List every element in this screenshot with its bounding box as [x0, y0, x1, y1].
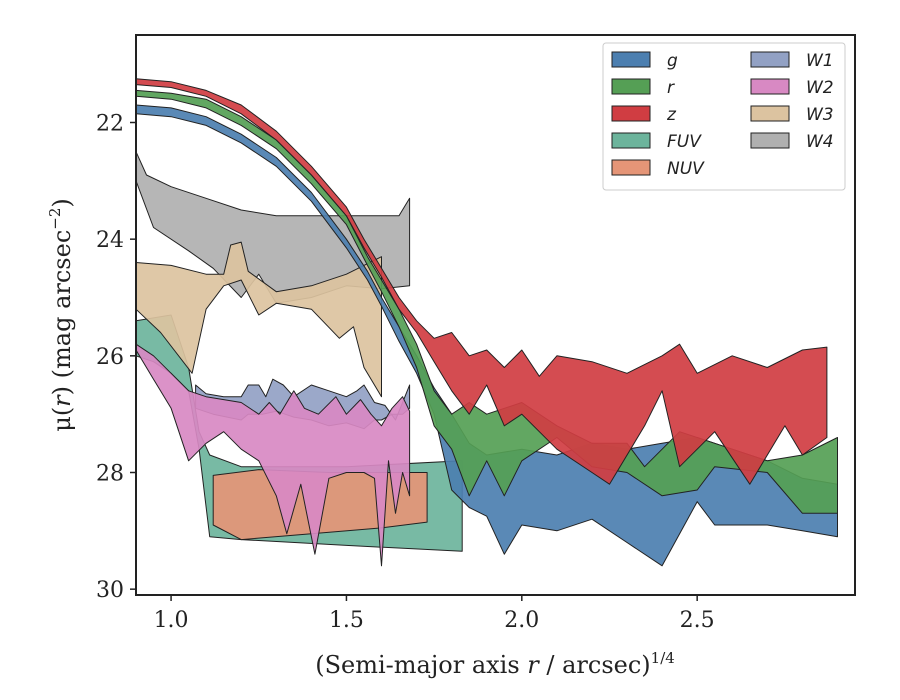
legend-swatch-g: [611, 51, 651, 68]
x-axis-title-main: (Semi-major axis: [315, 651, 527, 679]
series-band-r: [136, 89, 838, 514]
legend-swatch-z: [611, 105, 651, 122]
series-band-z: [136, 78, 828, 485]
y-axis-title-pre: μ(: [48, 407, 76, 432]
legend-label-g: g: [667, 51, 678, 71]
plot-frame: [135, 34, 856, 596]
y-tick-label: 24: [96, 228, 124, 253]
y-tick-label: 26: [96, 345, 124, 370]
legend-label-w2: W2: [806, 78, 834, 98]
legend-label-r: r: [667, 78, 675, 98]
legend-swatch-w4: [750, 132, 790, 149]
legend-label-fuv: FUV: [667, 132, 702, 152]
x-axis-title-sup: 1/4: [651, 649, 675, 667]
y-axis-title-var: r: [48, 394, 76, 407]
series-band-w4: [136, 151, 411, 304]
legend-swatch-w2: [750, 78, 790, 95]
series-layer: [136, 78, 838, 567]
x-tick-label: 1.5: [329, 608, 364, 633]
y-axis-title-close: ): [48, 198, 76, 207]
legend-label-w1: W1: [806, 51, 834, 71]
x-tick-label: 1.0: [154, 608, 189, 633]
series-band-w2: [136, 343, 411, 567]
series-band-w3: [136, 241, 382, 398]
x-axis-title-var: r: [527, 651, 540, 679]
legend-swatch-w1: [750, 51, 790, 68]
legend-swatch-nuv: [611, 159, 651, 176]
y-axis-ticks: 22 24 26 28 30: [96, 112, 136, 603]
legend-swatch-r: [611, 78, 651, 95]
legend-label-z: z: [666, 105, 677, 125]
x-axis-title: (Semi-major axis r / arcsec)1/4: [315, 649, 675, 679]
x-axis-ticks: 1.0 1.5 2.0 2.5: [154, 595, 715, 633]
legend-swatch-w3: [750, 105, 790, 122]
legend-swatch-fuv: [611, 132, 651, 149]
y-axis-title-sup: −2: [46, 208, 64, 230]
legend-label-w3: W3: [806, 105, 834, 125]
legend-label-w4: W4: [806, 132, 834, 152]
y-axis-title: μ(r) (mag arcsec−2): [46, 198, 76, 432]
y-tick-label: 28: [96, 462, 124, 487]
legend-label-nuv: NUV: [667, 159, 705, 179]
y-tick-label: 22: [96, 112, 124, 137]
x-axis-title-rest: / arcsec): [539, 651, 651, 679]
legend: grz FUV NUV W1 W2 W3 W4: [602, 42, 846, 191]
legend-entries: grz FUV NUV W1 W2 W3 W4: [611, 51, 834, 179]
x-tick-label: 2.0: [504, 608, 539, 633]
x-tick-label: 2.5: [680, 608, 715, 633]
y-tick-label: 30: [96, 578, 124, 603]
y-axis-title-post: ) (mag arcsec: [48, 230, 76, 396]
